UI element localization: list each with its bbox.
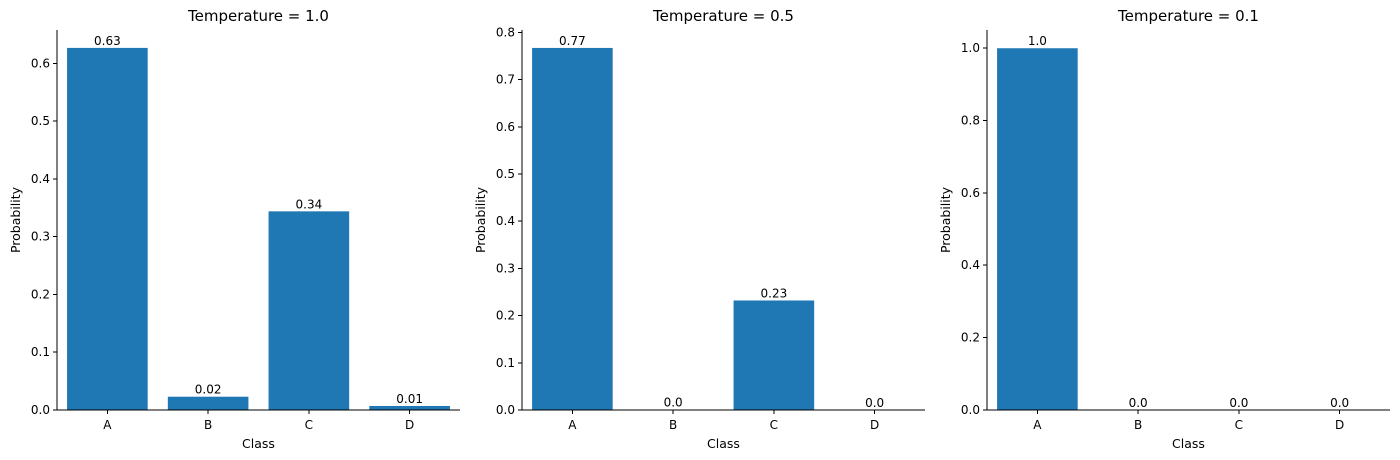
- chart-title: Temperature = 1.0: [187, 7, 329, 25]
- data-label: 0.02: [195, 383, 222, 397]
- x-tick-label: C: [1235, 418, 1243, 432]
- chart-temperature-1-0: Temperature = 1.0 0.63 A 0.02 B 0.34 C 0.01 D 0.0…: [8, 7, 460, 451]
- bar-c: [268, 211, 350, 410]
- y-tick-label: 0.6: [31, 56, 50, 70]
- y-tick-label: 0.6: [961, 186, 980, 200]
- y-tick-label: 0.4: [31, 172, 50, 186]
- bar-a: [67, 47, 148, 411]
- y-tick-label: 0.2: [961, 331, 980, 345]
- y-axis-label: Probability: [938, 186, 953, 253]
- data-label: 0.0: [865, 396, 884, 410]
- data-label: 0.0: [1129, 396, 1148, 410]
- y-tick-label: 0.3: [496, 261, 515, 275]
- y-tick-label: 1.0: [961, 41, 980, 55]
- bar-d: [369, 405, 450, 410]
- y-axis-label: Probability: [8, 186, 23, 253]
- data-label: 1.0: [1028, 34, 1047, 48]
- y-axis-label: Probability: [473, 186, 488, 253]
- chart-temperature-0-5: Temperature = 0.5 0.77 A 0.0 B 0.23 C 0.0 D 0.0 0.…: [473, 7, 925, 451]
- bar-c: [733, 300, 815, 410]
- x-tick-label: C: [770, 418, 778, 432]
- data-label: 0.01: [396, 392, 423, 406]
- y-tick-label: 0.0: [961, 403, 980, 417]
- data-label: 0.63: [94, 34, 121, 48]
- x-tick-label: B: [669, 418, 677, 432]
- x-tick-label: B: [1134, 418, 1142, 432]
- x-tick-label: A: [103, 418, 112, 432]
- bar-b: [167, 396, 249, 410]
- y-tick-label: 0.5: [496, 167, 515, 181]
- y-tick-label: 0.2: [31, 287, 50, 301]
- x-tick-label: D: [1335, 418, 1344, 432]
- bar-a: [997, 48, 1078, 411]
- data-label: 0.0: [1330, 396, 1349, 410]
- y-tick-label: 0.4: [496, 214, 515, 228]
- y-tick-label: 0.8: [496, 25, 515, 39]
- chart-temperature-0-1: Temperature = 0.1 1.0 A 0.0 B 0.0 C 0.0 D 0.0 0.2 0…: [938, 7, 1390, 451]
- x-tick-label: A: [568, 418, 577, 432]
- y-tick-label: 0.3: [31, 230, 50, 244]
- y-tick-label: 0.2: [496, 309, 515, 323]
- chart-title: Temperature = 0.1: [1117, 7, 1259, 25]
- data-label: 0.23: [761, 286, 788, 300]
- data-label: 0.34: [296, 197, 323, 211]
- x-tick-label: C: [305, 418, 313, 432]
- y-tick-label: 0.7: [496, 73, 515, 87]
- y-tick-label: 0.1: [496, 356, 515, 370]
- data-label: 0.0: [1229, 396, 1248, 410]
- y-tick-label: 0.1: [31, 345, 50, 359]
- x-tick-label: D: [405, 418, 414, 432]
- x-tick-label: B: [204, 418, 212, 432]
- data-label: 0.0: [664, 396, 683, 410]
- x-axis-label: Class: [707, 436, 740, 451]
- y-tick-label: 0.8: [961, 113, 980, 127]
- x-axis-label: Class: [1172, 436, 1205, 451]
- y-tick-label: 0.6: [496, 120, 515, 134]
- y-tick-label: 0.0: [496, 403, 515, 417]
- y-tick-label: 0.4: [961, 258, 980, 272]
- y-tick-label: 0.5: [31, 114, 50, 128]
- data-label: 0.77: [559, 34, 586, 48]
- chart-title: Temperature = 0.5: [652, 7, 794, 25]
- x-tick-label: D: [870, 418, 879, 432]
- x-axis-label: Class: [242, 436, 275, 451]
- bar-a: [532, 47, 613, 410]
- y-tick-label: 0.0: [31, 403, 50, 417]
- x-tick-label: A: [1033, 418, 1042, 432]
